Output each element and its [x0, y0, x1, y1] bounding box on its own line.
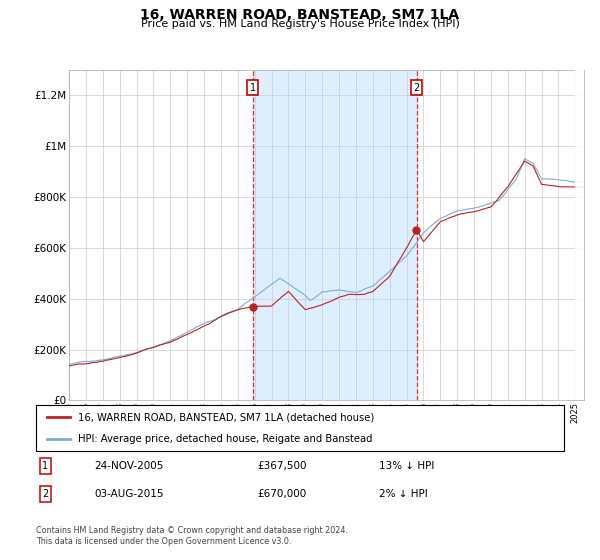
Text: 03-AUG-2015: 03-AUG-2015: [94, 489, 164, 499]
Text: 13% ↓ HPI: 13% ↓ HPI: [379, 461, 434, 471]
Text: £367,500: £367,500: [258, 461, 307, 471]
Text: HPI: Average price, detached house, Reigate and Banstead: HPI: Average price, detached house, Reig…: [78, 435, 373, 444]
Text: 2: 2: [43, 489, 49, 499]
Text: 1: 1: [43, 461, 49, 471]
Text: 1: 1: [250, 83, 256, 93]
Text: 16, WARREN ROAD, BANSTEAD, SM7 1LA (detached house): 16, WARREN ROAD, BANSTEAD, SM7 1LA (deta…: [78, 412, 374, 422]
Text: 2% ↓ HPI: 2% ↓ HPI: [379, 489, 428, 499]
Text: Contains HM Land Registry data © Crown copyright and database right 2024.
This d: Contains HM Land Registry data © Crown c…: [36, 526, 348, 546]
FancyBboxPatch shape: [36, 405, 564, 451]
Bar: [575, 70, 584, 400]
Text: 2: 2: [413, 83, 420, 93]
Text: Price paid vs. HM Land Registry's House Price Index (HPI): Price paid vs. HM Land Registry's House …: [140, 19, 460, 29]
Text: 16, WARREN ROAD, BANSTEAD, SM7 1LA: 16, WARREN ROAD, BANSTEAD, SM7 1LA: [140, 8, 460, 22]
Text: 24-NOV-2005: 24-NOV-2005: [94, 461, 163, 471]
Bar: [253, 70, 417, 400]
Text: £670,000: £670,000: [258, 489, 307, 499]
